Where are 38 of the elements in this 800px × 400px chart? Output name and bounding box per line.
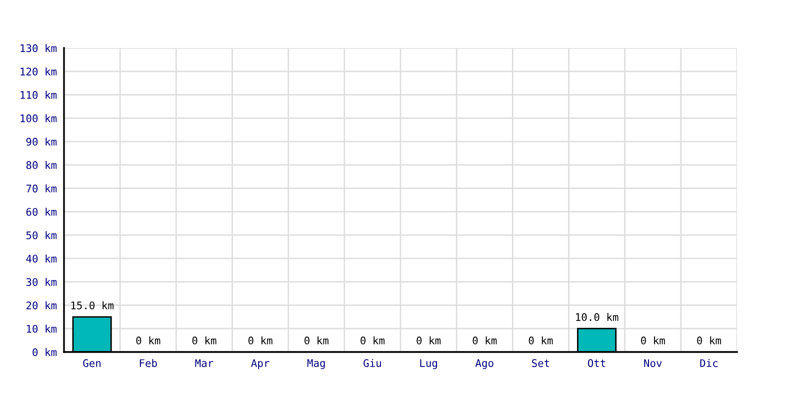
data-label: 0 km [528,336,553,344]
data-label: 0 km [192,336,216,344]
x-tick-label: Ago [475,359,494,370]
data-label: 0 km [304,336,328,344]
y-tick-label: 110 km [20,90,57,99]
x-tick-label: Apr [251,359,270,370]
y-tick-label: 60 km [26,208,57,216]
x-tick-label: Mag [307,359,325,370]
x-tick-label: Set [532,359,550,368]
data-label: 0 km [360,336,385,344]
y-tick-label: 20 km [26,301,57,310]
y-tick-label: 80 km [26,160,57,170]
x-tick-label: Feb [140,359,157,368]
data-label: 15.0 km [71,301,114,310]
y-tick-label: 100 km [20,114,57,122]
x-tick-label: Mar [195,359,214,368]
y-tick-label: 40 km [26,254,57,263]
y-tick-label: 70 km [26,184,57,192]
y-tick-label: 50 km [26,231,57,240]
data-label: 0 km [641,336,665,344]
x-tick-label: Ott [588,359,606,368]
data-label: 0 km [248,336,272,344]
data-label: 0 km [697,336,722,344]
y-tick-label: 0 km [32,348,57,356]
x-tick-label: Gen [83,359,101,368]
y-tick-label: 30 km [26,278,57,286]
data-label: 0 km [136,336,160,344]
data-label: 10.0 km [576,312,618,322]
data-label: 0 km [472,336,497,344]
x-tick-label: Giu [364,359,381,368]
y-tick-label: 10 km [26,324,57,333]
y-tick-label: 120 km [20,67,57,76]
x-tick-label: Lug [420,359,437,370]
data-label: 0 km [416,336,441,344]
y-tick-label: 130 km [20,44,57,52]
x-tick-label: Nov [644,359,662,368]
x-tick-label: Dic [700,359,718,368]
y-tick-label: 90 km [26,138,57,146]
